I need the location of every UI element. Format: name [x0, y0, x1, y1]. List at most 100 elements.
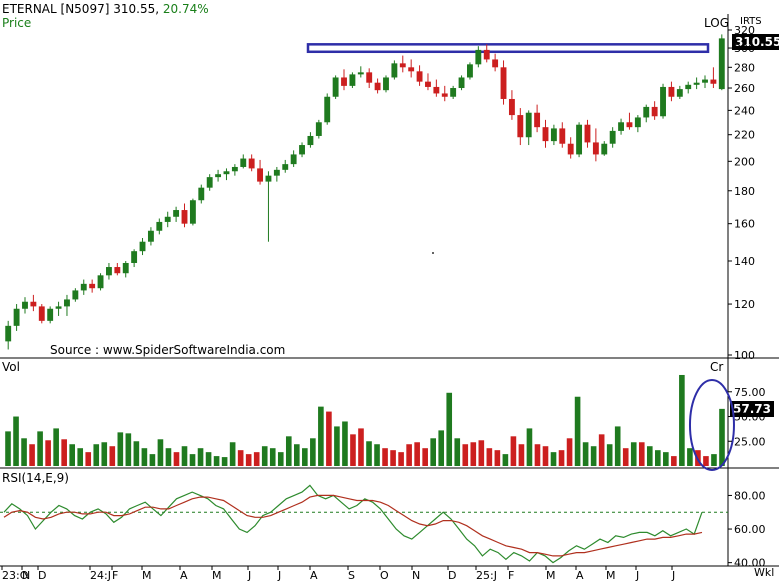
candle-body	[47, 308, 54, 321]
irts-label: IRTS	[740, 16, 762, 27]
candle-body	[257, 168, 263, 182]
time-tick-label: M	[142, 569, 152, 581]
candle-body	[643, 106, 650, 118]
log-scale-label[interactable]: LOG	[704, 16, 730, 30]
price-label: Price	[2, 16, 32, 30]
volume-bar	[277, 452, 284, 466]
candle-body	[122, 262, 129, 274]
volume-bar	[318, 406, 324, 466]
volume-unit-label: Cr	[710, 360, 724, 374]
volume-bar	[510, 436, 517, 466]
symbol-title: ETERNAL [N5097] 310.55, 20.74%	[2, 2, 209, 16]
time-tick-label: M	[546, 569, 556, 581]
resistance-box	[306, 43, 710, 54]
time-tick-label: M	[212, 569, 222, 581]
chart-grid	[0, 14, 779, 567]
volume-tick-label: 75.00	[734, 386, 766, 399]
volume-bar	[245, 454, 252, 466]
volume-bar	[310, 438, 316, 466]
candle-body	[22, 301, 28, 309]
candle-body	[458, 77, 465, 89]
candle-body	[492, 59, 499, 68]
volume-bar	[430, 438, 436, 466]
price-tick-label: 200	[734, 155, 755, 168]
time-tick-label: J	[277, 569, 281, 581]
volume-bar	[550, 452, 557, 466]
volume-bar	[165, 448, 172, 466]
candle-body	[525, 112, 532, 138]
volume-bar	[398, 452, 404, 466]
volume-current-tag: 57.73	[730, 401, 774, 417]
volume-bar	[294, 444, 300, 466]
candle-body	[198, 187, 205, 201]
volume-bar	[638, 442, 645, 466]
volume-bar	[598, 434, 605, 466]
volume-bar	[630, 442, 637, 466]
volume-bar	[542, 446, 549, 466]
candle-body	[592, 142, 599, 155]
rsi-tick-label: 60.00	[734, 523, 766, 536]
time-tick-label: A	[576, 569, 584, 581]
volume-bar	[117, 432, 124, 466]
volume-bar	[133, 441, 140, 466]
candle-body	[30, 301, 37, 307]
time-tick-label: S	[348, 569, 355, 581]
volume-bar	[558, 450, 565, 466]
volume-bar	[655, 450, 661, 466]
candle-body	[341, 77, 347, 86]
volume-bar	[703, 456, 709, 466]
volume-bar	[125, 433, 132, 466]
volume-bar	[350, 434, 356, 466]
candle-body	[139, 241, 146, 252]
candle-body	[685, 84, 692, 90]
volume-highlight-ellipse	[688, 379, 735, 471]
volume-bar	[285, 436, 292, 466]
volume-bars	[5, 374, 735, 471]
candle-body	[500, 67, 507, 99]
time-tick-label: D	[38, 569, 46, 581]
volume-bar	[13, 416, 19, 466]
time-tick-label: D	[448, 569, 456, 581]
candle-body	[97, 275, 104, 289]
candle-body	[660, 86, 666, 117]
price-tick-label: 140	[734, 255, 755, 268]
candle-body	[425, 81, 431, 87]
candle-body	[55, 306, 62, 309]
volume-bar	[213, 456, 220, 466]
price-tick-label: 160	[734, 218, 755, 231]
volume-bar	[29, 444, 35, 466]
price-tick-label: 320	[734, 24, 755, 37]
volume-bar	[374, 444, 380, 466]
candle-body	[475, 49, 482, 65]
candle-body	[80, 283, 87, 291]
candle-body	[651, 106, 658, 117]
volume-bar	[382, 448, 388, 466]
time-tick-label: J	[247, 569, 251, 581]
candle-body	[206, 177, 213, 188]
candle-body	[282, 164, 289, 170]
volume-bar	[422, 448, 428, 466]
candle-body	[181, 210, 188, 224]
candle-body	[576, 124, 583, 155]
price-tick-label: 240	[734, 104, 755, 117]
candle-body	[189, 200, 196, 224]
candle-body	[366, 72, 373, 83]
volume-bar	[646, 446, 653, 466]
candle-body	[618, 122, 624, 131]
candle-body	[416, 71, 423, 82]
rsi-tick-label: 80.00	[734, 489, 766, 502]
candle-body	[450, 88, 457, 97]
rsi-tick-label: 40.00	[734, 557, 766, 570]
candle-body	[164, 216, 171, 222]
volume-bar	[711, 454, 717, 466]
volume-bar	[342, 421, 348, 466]
rsi-lines	[0, 484, 728, 564]
chart-dot	[432, 252, 434, 254]
candle-body	[248, 158, 255, 169]
volume-bar	[302, 448, 308, 466]
volume-bar	[21, 438, 27, 466]
volume-bar	[454, 438, 461, 466]
candle-body	[634, 117, 641, 128]
price-tick-label: 280	[734, 61, 755, 74]
